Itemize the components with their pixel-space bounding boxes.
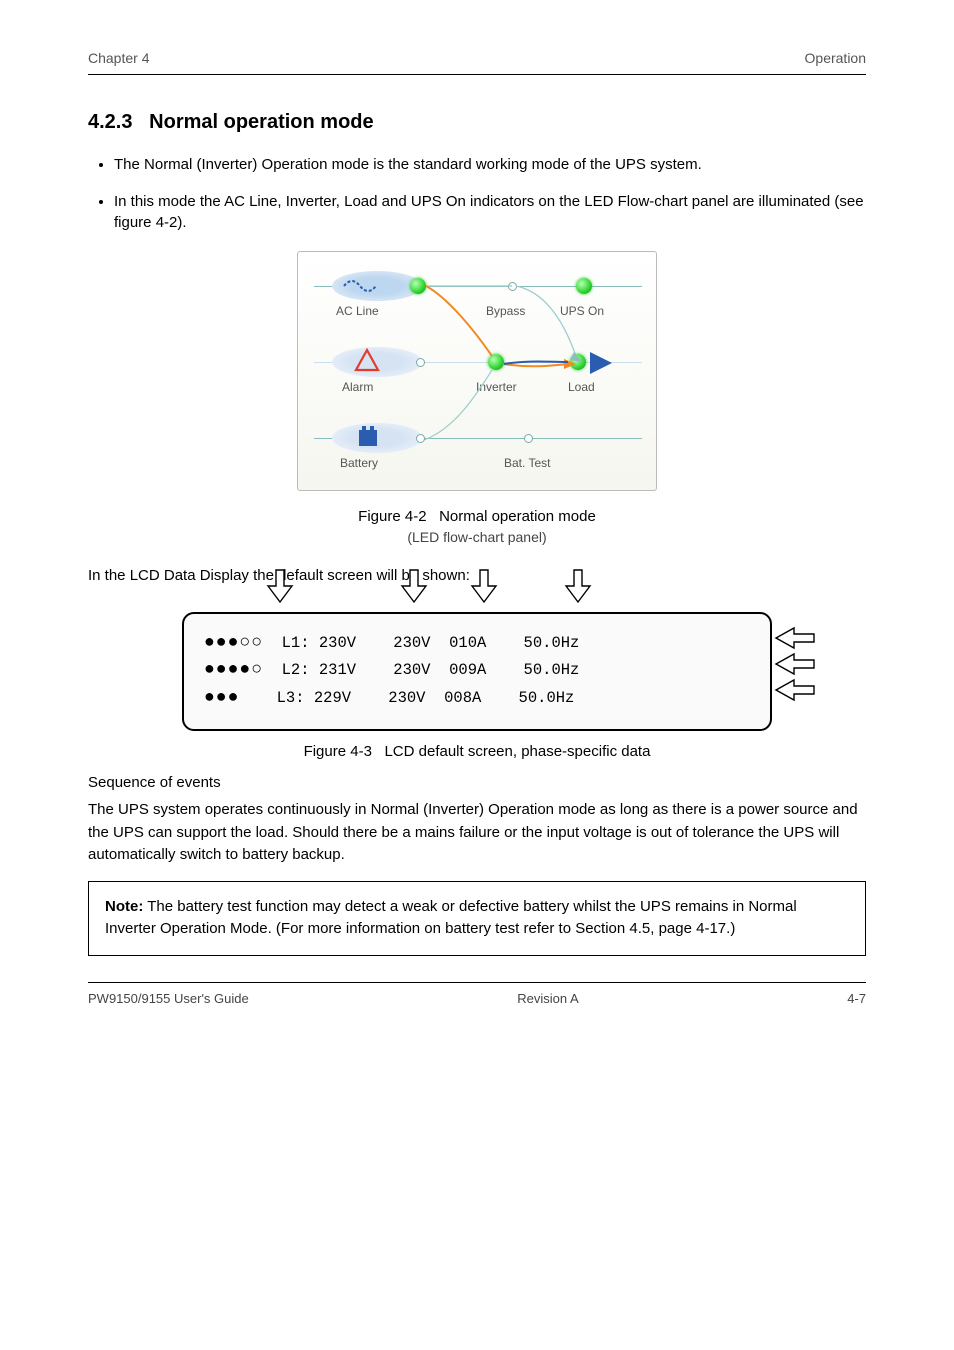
lcd-cell: 230V (393, 661, 430, 679)
load-dots: ●●● (204, 688, 239, 708)
battest-label: Bat. Test (504, 456, 550, 470)
lcd-cell: 230V (388, 689, 425, 707)
fig1-caption-text: Normal operation mode (439, 508, 596, 525)
left-arrow-icon (772, 678, 816, 702)
lcd-cell: L3: (277, 689, 305, 707)
lcd-cell: 008A (444, 689, 481, 707)
lcd-box: ●●●○○ L1: 230V 230V 010A 50.0Hz ●●●●○ L2… (182, 612, 772, 732)
fig2-caption: Figure 4-3 LCD default screen, phase-spe… (88, 743, 866, 760)
fig1-subcaption: (LED flow-chart panel) (88, 529, 866, 545)
note-label: Note: (105, 898, 143, 915)
note-text: The battery test function may detect a w… (105, 898, 797, 938)
lcd-cell: 50.0Hz (524, 634, 580, 652)
chapter-label: Chapter 4 (88, 50, 149, 66)
down-arrow-icon (470, 568, 498, 608)
led-flowchart-figure: AC Line Bypass UPS On Alarm Inverter Loa… (297, 251, 657, 491)
load-dots: ●●●○○ (204, 633, 263, 653)
lcd-cell: 230V (319, 634, 356, 652)
lcd-cell: 50.0Hz (519, 689, 575, 707)
section-label: Normal operation mode (149, 111, 373, 133)
chapter-title: Operation (805, 50, 866, 66)
lcd-cell: 009A (449, 661, 486, 679)
fig1-caption: Figure 4-2 Normal operation mode (88, 508, 866, 525)
lcd-cell: L2: (282, 661, 310, 679)
lcd-row: ●●●○○ L1: 230V 230V 010A 50.0Hz (204, 630, 750, 658)
footer-left: PW9150/9155 User's Guide (88, 991, 249, 1006)
down-arrow-icon (564, 568, 592, 608)
footer-center: Revision A (517, 991, 578, 1006)
rule-top (88, 74, 866, 75)
left-arrow-icon (772, 652, 816, 676)
lcd-cell: 231V (319, 661, 356, 679)
lcd-cell: 230V (393, 634, 430, 652)
page-footer: PW9150/9155 User's Guide Revision A 4-7 (88, 982, 866, 1006)
battery-label: Battery (340, 456, 378, 470)
section-num: 4.2.3 (88, 111, 132, 133)
left-arrow-icon (772, 626, 816, 650)
lcd-row: ●●● L3: 229V 230V 008A 50.0Hz (204, 685, 750, 713)
seq-heading: Sequence of events (88, 774, 866, 791)
note-box: Note: The battery test function may dete… (88, 881, 866, 956)
down-arrow-icon (400, 568, 428, 608)
bullet-list: The Normal (Inverter) Operation mode is … (114, 154, 866, 233)
seq-para: The UPS system operates continuously in … (88, 799, 866, 867)
load-dots: ●●●●○ (204, 660, 263, 680)
list-item: The Normal (Inverter) Operation mode is … (114, 154, 866, 175)
lcd-row: ●●●●○ L2: 231V 230V 009A 50.0Hz (204, 657, 750, 685)
lcd-cell: 010A (449, 634, 486, 652)
battest-led (524, 434, 533, 443)
list-item: In this mode the AC Line, Inverter, Load… (114, 191, 866, 233)
battery-led (416, 434, 425, 443)
footer-right: 4-7 (847, 991, 866, 1006)
lcd-cell: 229V (314, 689, 351, 707)
down-arrow-icon (266, 568, 294, 608)
battery-icon (356, 424, 380, 450)
section-heading: 4.2.3 Normal operation mode (88, 111, 866, 134)
lcd-cell: L1: (282, 634, 310, 652)
fig2-caption-num: Figure 4-3 (304, 743, 372, 760)
lcd-figure: ●●●○○ L1: 230V 230V 010A 50.0Hz ●●●●○ L2… (182, 612, 772, 732)
fig2-caption-text: LCD default screen, phase-specific data (384, 743, 650, 760)
fig1-caption-num: Figure 4-2 (358, 508, 426, 525)
lcd-cell: 50.0Hz (524, 661, 580, 679)
